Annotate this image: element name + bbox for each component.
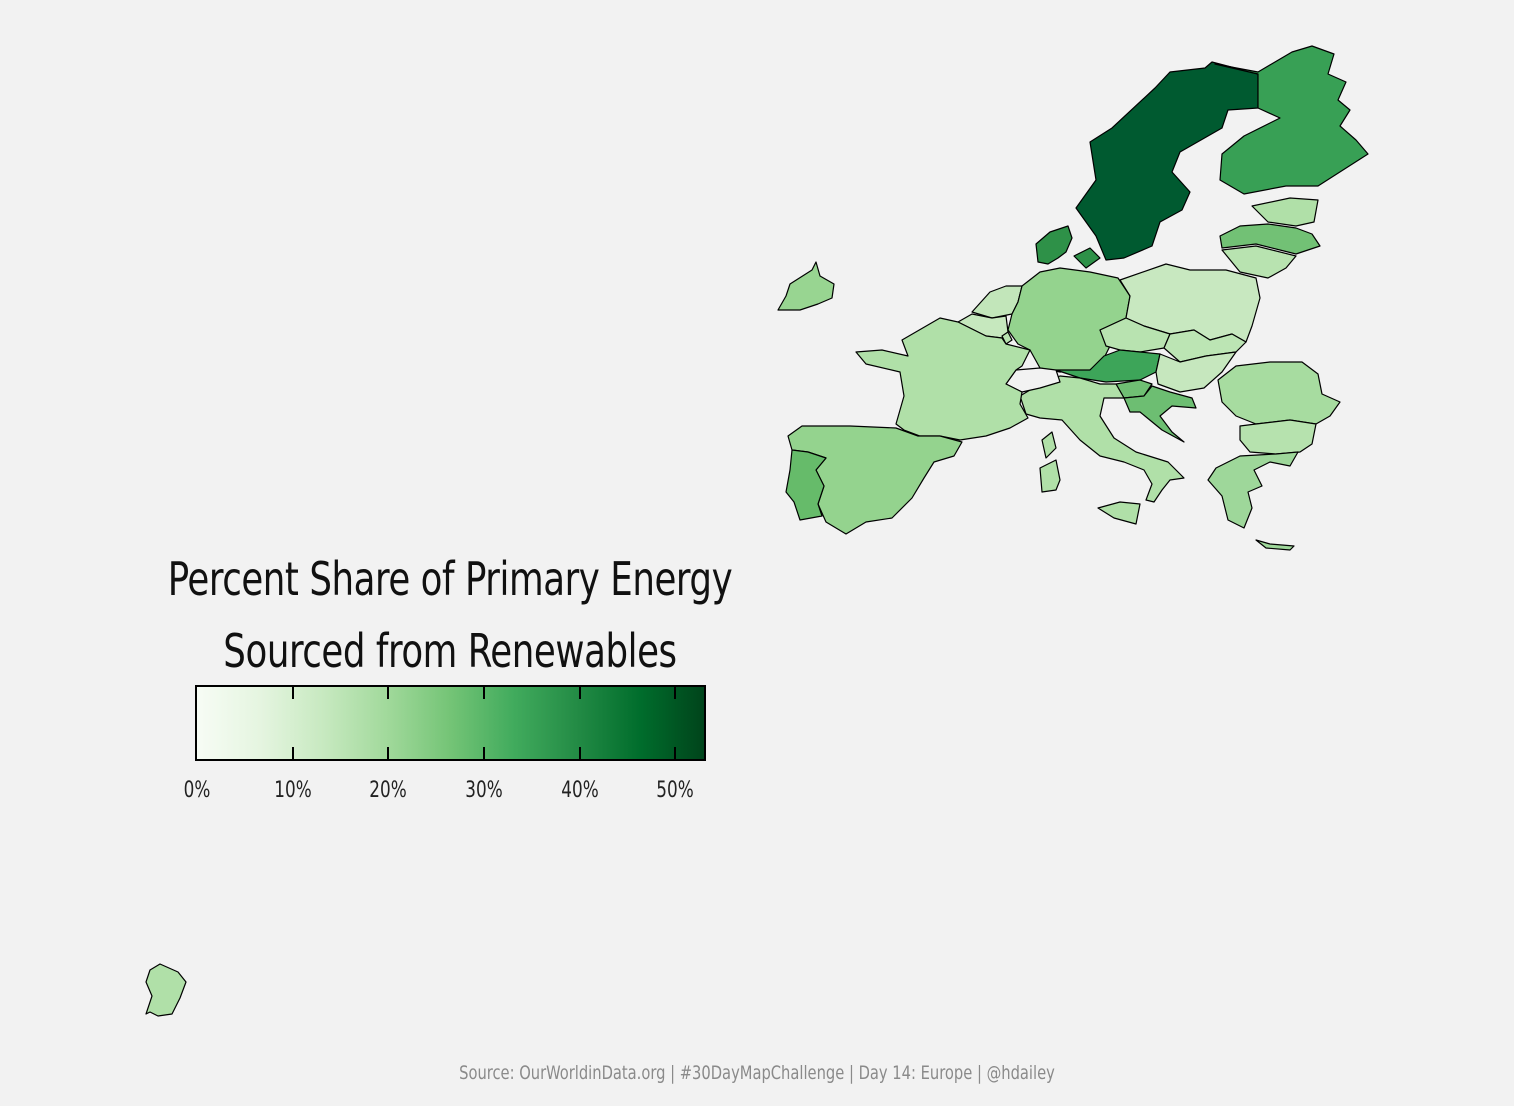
region-hungary[interactable] bbox=[1155, 351, 1237, 393]
region-denmark-zealand[interactable] bbox=[1073, 247, 1101, 269]
legend-title-line2: Sourced from Renewables bbox=[223, 624, 677, 678]
region-france[interactable] bbox=[855, 317, 1031, 441]
legend-tick-bottom bbox=[387, 747, 390, 761]
region-lithuania[interactable] bbox=[1221, 245, 1297, 279]
source-caption: Source: OurWorldinData.org | #30DayMapCh… bbox=[459, 1062, 1055, 1084]
legend-tick-label: 0% bbox=[183, 778, 211, 803]
legend-tick-label: 20% bbox=[369, 778, 408, 803]
legend-tick-bottom bbox=[578, 747, 581, 761]
region-italy[interactable] bbox=[1019, 375, 1185, 503]
region-estonia[interactable] bbox=[1251, 197, 1319, 227]
legend-tick-top bbox=[387, 685, 390, 699]
legend-tick-bottom bbox=[482, 747, 485, 761]
region-french-guiana[interactable] bbox=[145, 963, 187, 1017]
region-denmark[interactable] bbox=[1035, 225, 1073, 265]
region-sweden[interactable] bbox=[1075, 61, 1259, 261]
legend-tick-label: 50% bbox=[656, 778, 694, 803]
legend-tick-top bbox=[674, 685, 677, 699]
legend-tick-label: 10% bbox=[273, 778, 312, 803]
region-greece[interactable] bbox=[1207, 451, 1299, 529]
region-finland[interactable] bbox=[1214, 45, 1369, 195]
region-sardinia[interactable] bbox=[1039, 459, 1061, 493]
region-corsica[interactable] bbox=[1041, 431, 1057, 459]
region-croatia[interactable] bbox=[1123, 385, 1197, 443]
region-ireland[interactable] bbox=[777, 261, 835, 311]
region-portugal[interactable] bbox=[785, 449, 827, 521]
legend-tick-top bbox=[291, 685, 294, 699]
legend-color-bar bbox=[195, 685, 706, 761]
region-switzerland[interactable] bbox=[1005, 367, 1061, 393]
region-romania[interactable] bbox=[1217, 361, 1341, 425]
region-latvia[interactable] bbox=[1219, 223, 1321, 255]
region-bulgaria[interactable] bbox=[1239, 419, 1317, 455]
legend-tick-label: 30% bbox=[465, 778, 503, 803]
region-crete[interactable] bbox=[1255, 539, 1295, 551]
legend-tick-bottom bbox=[291, 747, 294, 761]
legend-title-line1: Percent Share of Primary Energy bbox=[167, 552, 733, 606]
legend-tick-top bbox=[482, 685, 485, 699]
legend-tick-label: 40% bbox=[560, 778, 599, 803]
legend-tick-top bbox=[578, 685, 581, 699]
legend-tick-bottom bbox=[674, 747, 677, 761]
region-sicily[interactable] bbox=[1097, 501, 1141, 525]
